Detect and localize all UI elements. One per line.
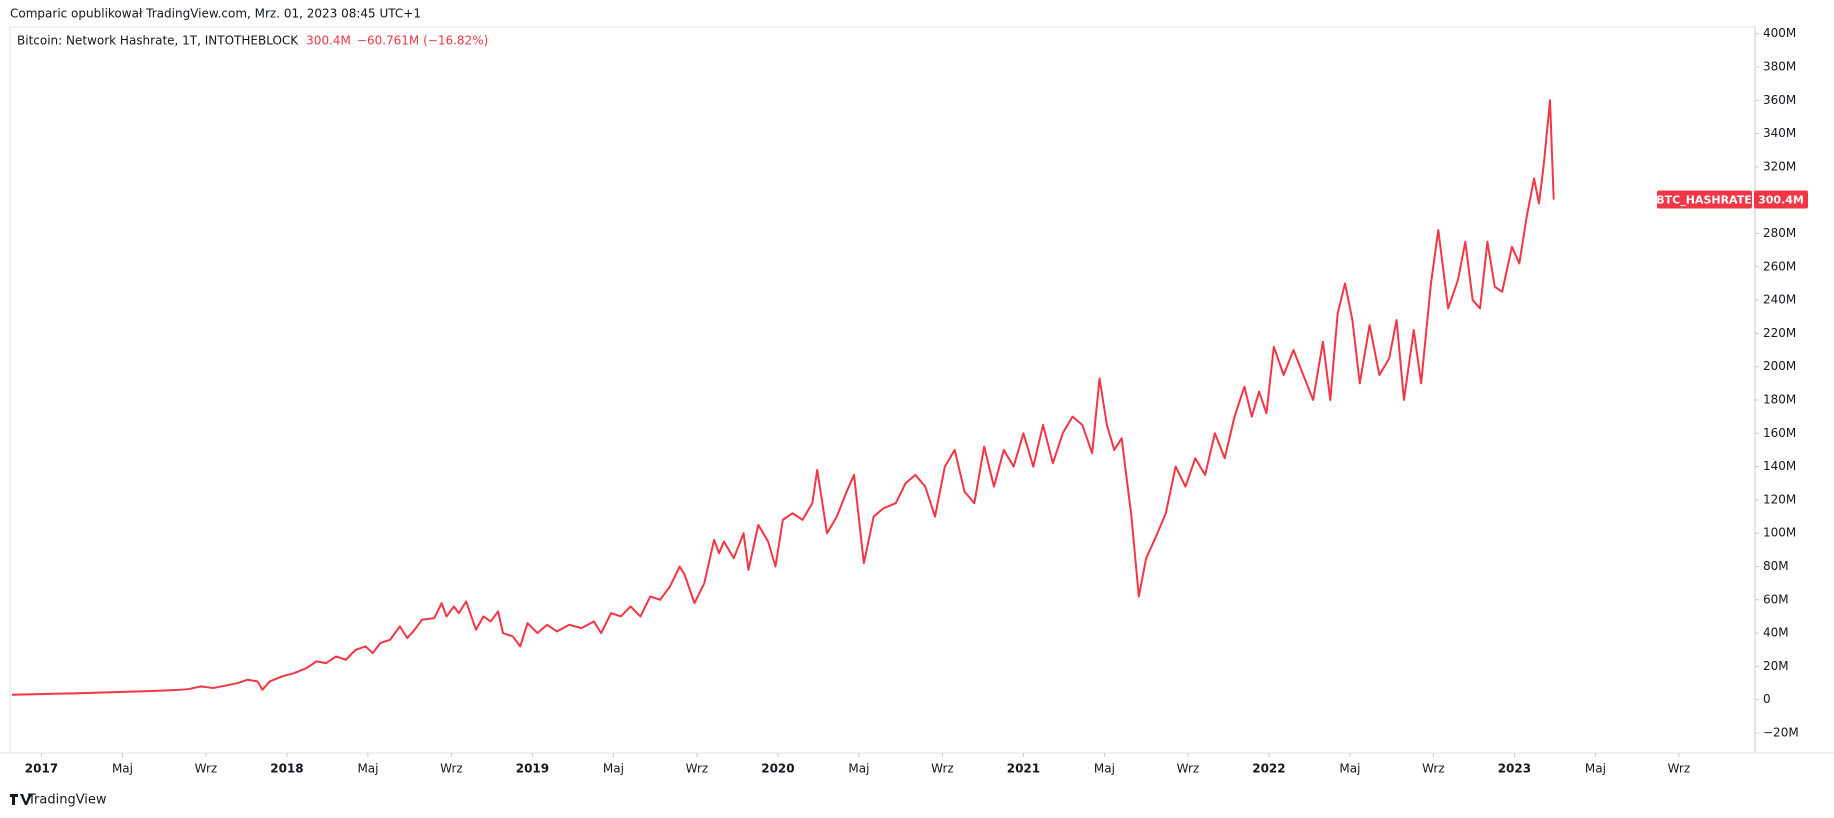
y-tick-label: 220M — [1763, 326, 1796, 340]
y-tick-label: −20M — [1763, 726, 1799, 740]
x-tick-label: Maj — [357, 762, 378, 776]
y-tick-label: 140M — [1763, 459, 1796, 473]
logo — [10, 794, 32, 805]
x-tick-label: Maj — [1339, 762, 1360, 776]
y-tick-label: 380M — [1763, 59, 1796, 73]
legend-change: −60.761M (−16.82%) — [357, 34, 488, 48]
y-tick-label: 400M — [1763, 26, 1796, 40]
x-tick-label: 2022 — [1252, 762, 1285, 776]
x-tick-label: Maj — [848, 762, 869, 776]
x-tick-label: 2018 — [270, 762, 303, 776]
x-tick-label: Wrz — [1668, 762, 1691, 776]
x-tick-label: Wrz — [1177, 762, 1200, 776]
y-tick-label: 180M — [1763, 392, 1796, 406]
x-tick-label: Maj — [1585, 762, 1606, 776]
y-tick-label: 200M — [1763, 359, 1796, 373]
y-tick-label: 20M — [1763, 659, 1789, 673]
y-tick-label: 280M — [1763, 226, 1796, 240]
y-tick-label: 60M — [1763, 592, 1789, 606]
legend-title: Bitcoin: Network Hashrate, 1T, INTOTHEBL… — [17, 34, 299, 48]
y-tick-label: 120M — [1763, 492, 1796, 506]
y-tick-label: 100M — [1763, 526, 1796, 540]
x-tick-label: 2023 — [1498, 762, 1531, 776]
y-tick-label: 360M — [1763, 93, 1796, 107]
y-tick-label: 260M — [1763, 259, 1796, 273]
y-tick-label: 40M — [1763, 626, 1789, 640]
x-tick-label: Wrz — [1422, 762, 1445, 776]
price-tag-name: BTC_HASHRATE — [1656, 194, 1751, 207]
price-tag — [1657, 190, 1752, 209]
x-tick-label: Maj — [1094, 762, 1115, 776]
y-tick-label: 160M — [1763, 426, 1796, 440]
y-tick-label: 240M — [1763, 293, 1796, 307]
price-tag — [1754, 190, 1808, 209]
y-tick-label: 340M — [1763, 126, 1796, 140]
x-tick-label: Wrz — [686, 762, 709, 776]
x-tick-label: 2019 — [516, 762, 549, 776]
series-line — [11, 99, 1555, 696]
x-tick-label: Wrz — [195, 762, 218, 776]
x-tick-label: Wrz — [440, 762, 463, 776]
x-tick-label: Maj — [603, 762, 624, 776]
y-tick-label: 0 — [1763, 692, 1771, 706]
y-tick-label: 320M — [1763, 159, 1796, 173]
x-tick-label: Wrz — [931, 762, 954, 776]
price-tag-value: 300.4M — [1758, 194, 1804, 207]
x-tick-label: 2021 — [1007, 762, 1040, 776]
y-tick-label: 80M — [1763, 559, 1789, 573]
publisher: Comparic opublikował TradingView.com, Mr… — [10, 7, 421, 21]
footer: TradingView — [27, 793, 107, 808]
x-tick-label: Maj — [112, 762, 133, 776]
x-tick-label: 2017 — [25, 762, 58, 776]
plot-frame — [9, 26, 1756, 754]
legend-value: 300.4M — [306, 34, 351, 48]
x-tick-label: 2020 — [761, 762, 794, 776]
